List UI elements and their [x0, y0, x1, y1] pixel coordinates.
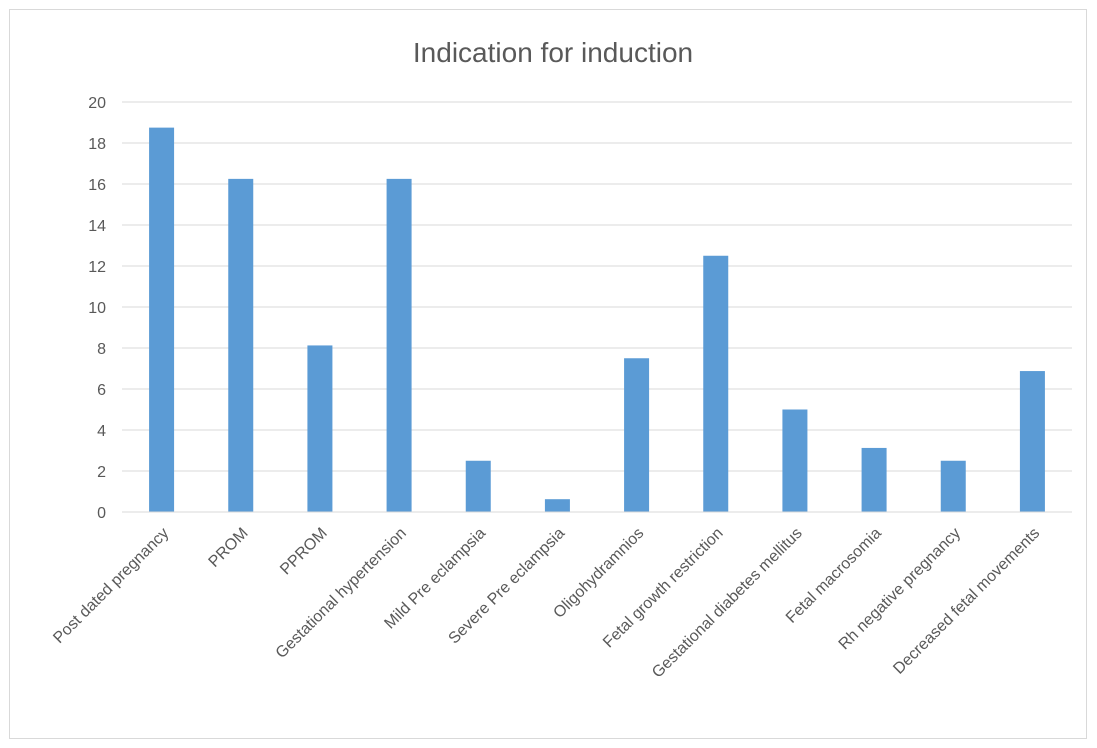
- bars: [149, 127, 1045, 512]
- y-tick-label: 12: [88, 259, 106, 276]
- x-category-label: Gestational diabetes mellitus: [649, 525, 806, 682]
- y-axis-tick-labels: 0 2 4 6 8 10 12 14 16 18 20: [88, 95, 106, 522]
- x-category-label: Decreased fetal movements: [890, 525, 1043, 678]
- x-category-label: Gestational hypertension: [273, 525, 410, 662]
- x-category-label: PPROM: [277, 525, 331, 579]
- x-category-label: PROM: [206, 525, 252, 571]
- y-tick-label: 8: [97, 341, 106, 358]
- x-category-label: Post dated pregnancy: [50, 525, 172, 647]
- bar: [624, 358, 650, 512]
- y-tick-label: 14: [88, 218, 106, 235]
- bar: [465, 460, 491, 512]
- y-tick-label: 4: [97, 423, 106, 440]
- bar: [544, 499, 570, 512]
- bar: [782, 409, 808, 512]
- bar: [228, 178, 254, 512]
- chart-frame: [9, 9, 1087, 739]
- chart-title: Indication for induction: [413, 37, 693, 68]
- bar: [703, 255, 729, 512]
- y-tick-label: 20: [88, 95, 106, 112]
- y-tick-label: 16: [88, 177, 106, 194]
- bar: [940, 460, 966, 512]
- gridlines: [122, 101, 1072, 472]
- bar: [307, 345, 333, 512]
- x-axis-category-labels: Post dated pregnancy PROM PPROMGestational…: [50, 525, 1043, 682]
- y-tick-label: 6: [97, 382, 106, 399]
- y-tick-label: 18: [88, 136, 106, 153]
- bar: [386, 178, 412, 512]
- y-tick-label: 0: [97, 505, 106, 522]
- y-tick-label: 2: [97, 464, 106, 481]
- y-tick-label: 10: [88, 300, 106, 317]
- bar: [1019, 371, 1045, 512]
- bar: [149, 127, 175, 512]
- bar: [861, 447, 887, 512]
